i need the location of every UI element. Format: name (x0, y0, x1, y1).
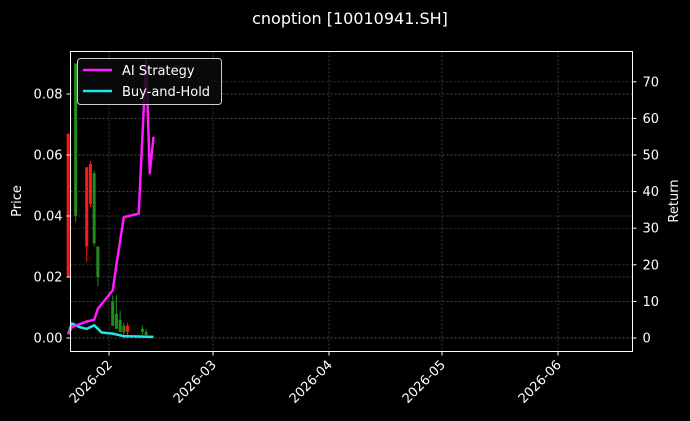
candle-body (92, 173, 96, 244)
legend: AI Strategy Buy-and-Hold (77, 58, 222, 105)
legend-label-buy-and-hold: Buy-and-Hold (122, 85, 210, 100)
plot-frame (70, 51, 633, 352)
price-tick-label: 0.08 (34, 88, 63, 103)
date-tick-label: 2026-02 (67, 358, 116, 407)
return-axis: 0 10 20 30 40 50 60 70 (632, 75, 660, 347)
return-tick-label: 10 (643, 295, 660, 310)
date-tick-label: 2026-04 (287, 358, 336, 407)
candle-body (74, 63, 78, 216)
date-tick-label: 2026-05 (400, 358, 449, 407)
candle-body (140, 328, 144, 332)
return-tick-label: 0 (643, 332, 651, 347)
candle-body (144, 331, 148, 335)
price-axis: 0.00 0.02 0.04 0.06 0.08 (34, 88, 71, 347)
date-axis: 2026-02 2026-03 2026-04 2026-05 2026-06 (67, 351, 565, 407)
candle-body (66, 133, 70, 277)
return-tick-label: 70 (643, 75, 660, 90)
return-tick-label: 30 (643, 222, 660, 237)
grid-lines (70, 51, 633, 352)
candle-body (96, 246, 100, 277)
return-tick-label: 40 (643, 185, 660, 200)
price-tick-label: 0.06 (34, 149, 63, 164)
date-tick-label: 2026-03 (171, 358, 220, 407)
date-tick-label: 2026-06 (516, 358, 565, 407)
candle-body (85, 167, 89, 247)
price-axis-label: Price (10, 185, 25, 217)
price-tick-label: 0.02 (34, 271, 63, 286)
return-tick-label: 20 (643, 258, 660, 273)
price-tick-label: 0.00 (34, 332, 63, 347)
return-axis-label: Return (667, 179, 682, 222)
buy-and-hold-line (67, 322, 154, 339)
legend-box (77, 58, 222, 105)
candle-body (111, 301, 115, 326)
return-tick-label: 60 (643, 112, 660, 127)
candle-body (118, 319, 122, 332)
legend-label-ai-strategy: AI Strategy (122, 64, 195, 79)
chart-title: cnoption [10010941.SH] (252, 9, 448, 28)
candlesticks (66, 63, 148, 335)
price-tick-label: 0.04 (34, 210, 63, 225)
candle-body (122, 325, 126, 332)
candle-body (88, 164, 92, 204)
candle-body (114, 313, 118, 329)
candle-body (126, 325, 130, 332)
return-tick-label: 50 (643, 149, 660, 164)
